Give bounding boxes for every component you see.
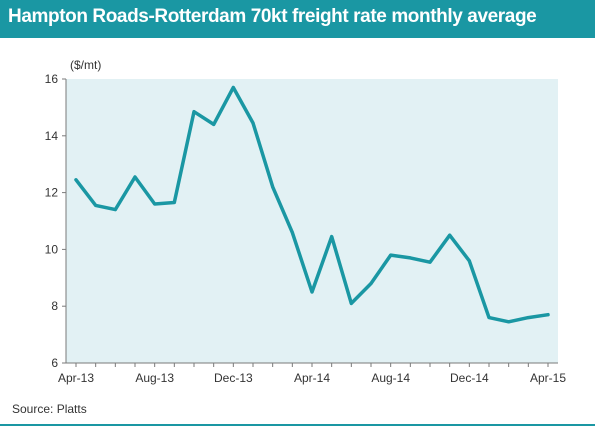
series-points (74, 86, 550, 324)
data-point (113, 208, 117, 212)
y-axis-label: ($/mt) (70, 58, 101, 72)
data-point (271, 185, 275, 189)
plot-area (66, 79, 558, 363)
data-point (133, 175, 137, 179)
x-tick-label: Aug-13 (135, 371, 174, 385)
chart-title: Hampton Roads-Rotterdam 70kt freight rat… (8, 6, 537, 27)
bottom-rule (0, 424, 595, 426)
data-point (94, 203, 98, 207)
x-ticks: Apr-13 Aug-13 Dec-13 Apr-14 Aug-14 Dec-14 Apr-… (58, 363, 566, 385)
source-note: Source: Platts (12, 402, 87, 416)
data-point (330, 235, 334, 239)
data-point (507, 320, 511, 324)
y-tick-label: 12 (45, 186, 59, 200)
x-tick-label: Dec-13 (214, 371, 253, 385)
data-point (408, 256, 412, 260)
data-point (310, 290, 314, 294)
y-tick-label: 6 (51, 356, 58, 370)
x-tick-label: Apr-15 (530, 371, 566, 385)
y-tick-label: 14 (45, 129, 59, 143)
data-point (251, 121, 255, 125)
x-tick-label: Apr-14 (294, 371, 330, 385)
y-tick-label: 8 (51, 299, 58, 313)
y-tick-label: 10 (45, 242, 59, 256)
x-tick-label: Aug-14 (371, 371, 410, 385)
data-point (448, 233, 452, 237)
data-point (526, 316, 530, 320)
data-point (546, 313, 550, 317)
data-point (389, 253, 393, 257)
data-point (153, 202, 157, 206)
data-point (428, 260, 432, 264)
y-tick-label: 16 (45, 72, 59, 86)
x-tick-label: Apr-13 (58, 371, 94, 385)
data-point (74, 178, 78, 182)
data-point (192, 110, 196, 114)
data-point (349, 301, 353, 305)
data-point (467, 259, 471, 263)
data-point (172, 201, 176, 205)
data-point (290, 230, 294, 234)
data-point (212, 122, 216, 126)
data-point (487, 316, 491, 320)
y-ticks: 6 8 10 12 14 16 (45, 72, 66, 370)
x-tick-label: Dec-14 (450, 371, 489, 385)
data-point (369, 281, 373, 285)
data-point (231, 86, 235, 90)
line-chart: 6 8 10 12 14 16 Apr-13 Aug-13 Dec-13 Apr-14 Aug-1… (45, 58, 567, 385)
title-bar: Hampton Roads-Rotterdam 70kt freight rat… (0, 0, 595, 38)
